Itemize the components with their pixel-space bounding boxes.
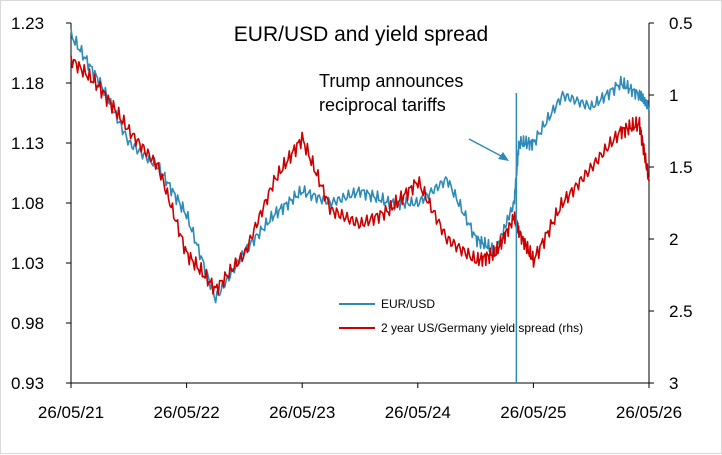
- y-left-tick-label: 1.23: [11, 14, 44, 33]
- legend: EUR/USD 2 year US/Germany yield spread (r…: [339, 297, 583, 335]
- y-right-tick-label: 3: [669, 374, 678, 393]
- x-tick-label: 26/05/21: [38, 403, 104, 422]
- y-left-tick-label: 0.93: [11, 374, 44, 393]
- y-left-tick-label: 1.03: [11, 254, 44, 273]
- annotation: Trump announces reciprocal tariffs: [319, 71, 518, 383]
- x-tick-label: 26/05/26: [616, 403, 682, 422]
- y-right-tick-label: 2.5: [669, 302, 693, 321]
- axes: 0.93 0.98 1.03 1.08 1.13 1.18 1.23 0.5 1 1.5 2 2.5 3…: [11, 14, 693, 422]
- eurusd-line: [70, 28, 650, 304]
- annotation-text: reciprocal tariffs: [319, 95, 446, 115]
- y-left-tick-label: 1.13: [11, 134, 44, 153]
- yield-spread-line: [70, 55, 650, 296]
- legend-label: 2 year US/Germany yield spread (rhs): [381, 321, 583, 335]
- legend-label: EUR/USD: [381, 297, 435, 311]
- y-right-tick-label: 1: [669, 86, 678, 105]
- chart-title: EUR/USD and yield spread: [234, 23, 488, 46]
- annotation-arrow-head: [498, 152, 509, 161]
- series-lines: [70, 28, 650, 304]
- x-tick-label: 26/05/23: [269, 403, 335, 422]
- y-right-tick-label: 0.5: [669, 14, 693, 33]
- x-tick-label: 26/05/22: [154, 403, 220, 422]
- y-left-tick-label: 1.18: [11, 74, 44, 93]
- annotation-arrow-line: [468, 138, 504, 158]
- y-right-tick-label: 2: [669, 230, 678, 249]
- y-right-tick-label: 1.5: [669, 158, 693, 177]
- y-left-tick-label: 0.98: [11, 314, 44, 333]
- annotation-text: Trump announces: [319, 71, 463, 91]
- x-tick-label: 26/05/25: [500, 403, 566, 422]
- x-tick-label: 26/05/24: [385, 403, 451, 422]
- y-left-tick-label: 1.08: [11, 194, 44, 213]
